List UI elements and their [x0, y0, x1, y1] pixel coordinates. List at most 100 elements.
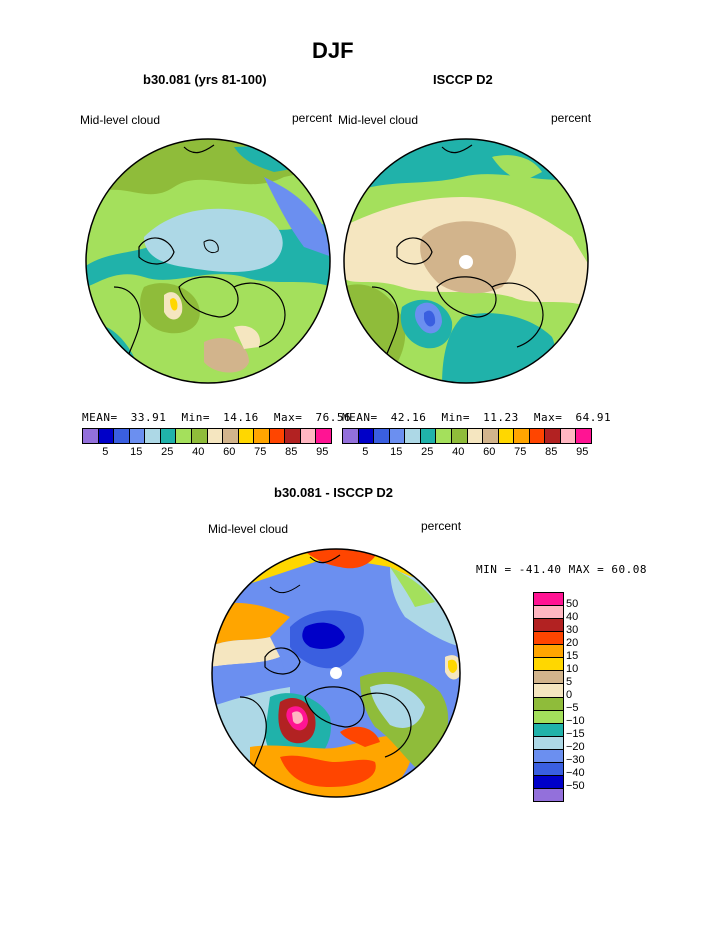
- model-colorbar-tick: 60: [223, 446, 236, 458]
- diff-heading: b30.081 - ISCCP D2: [274, 485, 393, 500]
- diff-colorbar-labels: 50 40 30 20 15 10 5 0 −5 −10 −15 −20 −30 −40 −50: [566, 592, 626, 802]
- model-colorbar-tick: 40: [192, 446, 205, 458]
- model-colorbar-swatch: [175, 429, 191, 443]
- obs-colorbar-swatch: [466, 429, 483, 443]
- obs-colorbar-swatch: [419, 429, 436, 443]
- obs-colorbar-swatch: [435, 429, 451, 443]
- obs-colorbar-swatch: [528, 429, 545, 443]
- diff-colorbar-swatch: [534, 722, 563, 736]
- model-colorbar-swatch: [83, 429, 98, 443]
- map-fill-blue: [264, 177, 330, 257]
- obs-max-value: 64.91: [575, 411, 612, 424]
- model-colorbar-tick: 95: [316, 446, 329, 458]
- model-colorbar-tick: 75: [254, 446, 267, 458]
- obs-colorbar-tick: 95: [576, 446, 589, 458]
- model-panel-heading: b30.081 (yrs 81-100): [143, 72, 267, 87]
- obs-colorbar-swatch: [513, 429, 529, 443]
- model-colorbar-swatch: [299, 429, 316, 443]
- model-colorbar-tick: 25: [161, 446, 174, 458]
- obs-colorbar-swatch: [482, 429, 498, 443]
- model-colorbar-swatch: [190, 429, 207, 443]
- obs-panel-heading: ISCCP D2: [433, 72, 493, 87]
- diff-colorbar-tick: −20: [566, 741, 585, 753]
- obs-max-label: Max=: [533, 411, 563, 424]
- obs-polar-map: [343, 138, 589, 384]
- obs-colorbar: [342, 428, 592, 444]
- map-outline: [85, 138, 331, 384]
- obs-colorbar-swatch: [343, 429, 358, 443]
- obs-colorbar-tick: 60: [483, 446, 496, 458]
- obs-field-label: Mid-level cloud: [338, 113, 419, 127]
- diff-colorbar-swatch: [534, 657, 563, 671]
- diff-colorbar-tick: 15: [566, 650, 579, 662]
- diff-field-label: Mid-level cloud: [208, 522, 289, 536]
- obs-colorbar-tick: 5: [362, 446, 369, 458]
- model-colorbar-swatch: [206, 429, 223, 443]
- diff-colorbar-tick: 0: [566, 689, 573, 701]
- obs-colorbar-swatch: [544, 429, 560, 443]
- model-colorbar-swatch: [128, 429, 145, 443]
- diff-units-label: percent: [421, 519, 462, 533]
- diff-colorbar-tick: −30: [566, 754, 585, 766]
- obs-colorbar-swatch: [373, 429, 389, 443]
- obs-colorbar-tick: 25: [421, 446, 434, 458]
- model-min-value: 14.16: [223, 411, 259, 424]
- obs-colorbar-swatch: [404, 429, 420, 443]
- diff-colorbar-tick: −40: [566, 767, 585, 779]
- diff-colorbar-swatch: [534, 748, 563, 762]
- obs-colorbar-labels: 5 15 25 40 60 75 85 95: [342, 446, 592, 460]
- obs-colorbar-tick: 15: [390, 446, 403, 458]
- diff-colorbar-tick: 50: [566, 598, 579, 610]
- model-polar-map: [85, 138, 331, 384]
- obs-colorbar-tick: 85: [545, 446, 558, 458]
- obs-min-label: Min=: [441, 411, 470, 424]
- model-colorbar-swatch: [144, 429, 160, 443]
- model-max-label: Max=: [273, 411, 303, 424]
- obs-colorbar-swatch: [450, 429, 467, 443]
- model-min-label: Min=: [181, 411, 210, 424]
- model-colorbar-swatch: [113, 429, 129, 443]
- diff-colorbar-swatch: [534, 683, 563, 697]
- diff-colorbar-swatch: [534, 631, 563, 645]
- obs-colorbar-tick: 75: [514, 446, 527, 458]
- diff-colorbar-tick: −15: [566, 728, 585, 740]
- obs-stats: MEAN= 42.16 Min= 11.23 Max= 64.91: [342, 411, 611, 424]
- model-colorbar: [82, 428, 332, 444]
- diff-colorbar-swatch: [534, 593, 563, 606]
- diff-polar-map: [211, 548, 461, 798]
- diff-colorbar-swatch: [534, 670, 563, 684]
- model-colorbar-swatch: [159, 429, 176, 443]
- model-colorbar-swatch: [253, 429, 269, 443]
- model-colorbar-swatch: [268, 429, 285, 443]
- obs-min-value: 11.23: [483, 411, 519, 424]
- obs-colorbar-swatch: [575, 429, 591, 443]
- diff-colorbar-swatch: [534, 644, 563, 658]
- model-colorbar-swatch: [237, 429, 254, 443]
- model-colorbar-labels: 5 15 25 40 60 75 85 95: [82, 446, 332, 460]
- diff-colorbar-tick: 5: [566, 676, 573, 688]
- diff-colorbar-swatch: [534, 605, 563, 619]
- obs-colorbar-swatch: [497, 429, 514, 443]
- obs-mean-value: 42.16: [390, 411, 427, 424]
- diff-colorbar-swatch: [534, 735, 563, 749]
- diff-colorbar-tick: −50: [566, 780, 585, 792]
- diff-colorbar-tick: 30: [566, 624, 579, 636]
- diff-colorbar-swatch: [534, 696, 563, 710]
- diff-colorbar-tick: 40: [566, 611, 579, 623]
- model-mean-value: 33.91: [130, 411, 167, 424]
- diff-colorbar-tick: 10: [566, 663, 579, 675]
- obs-colorbar-tick: 40: [452, 446, 465, 458]
- diff-colorbar-swatch: [534, 618, 563, 632]
- page-title: DJF: [312, 38, 354, 63]
- model-colorbar-swatch: [284, 429, 300, 443]
- obs-colorbar-swatch: [388, 429, 405, 443]
- diff-colorbar-swatch: [534, 761, 563, 775]
- model-field-label: Mid-level cloud: [80, 113, 161, 127]
- model-colorbar-tick: 5: [102, 446, 109, 458]
- model-mean-label: MEAN=: [82, 411, 118, 424]
- model-units-label: percent: [292, 111, 333, 125]
- model-colorbar-swatch: [97, 429, 114, 443]
- model-colorbar-tick: 85: [285, 446, 298, 458]
- diff-colorbar: [533, 592, 564, 802]
- obs-colorbar-swatch: [357, 429, 374, 443]
